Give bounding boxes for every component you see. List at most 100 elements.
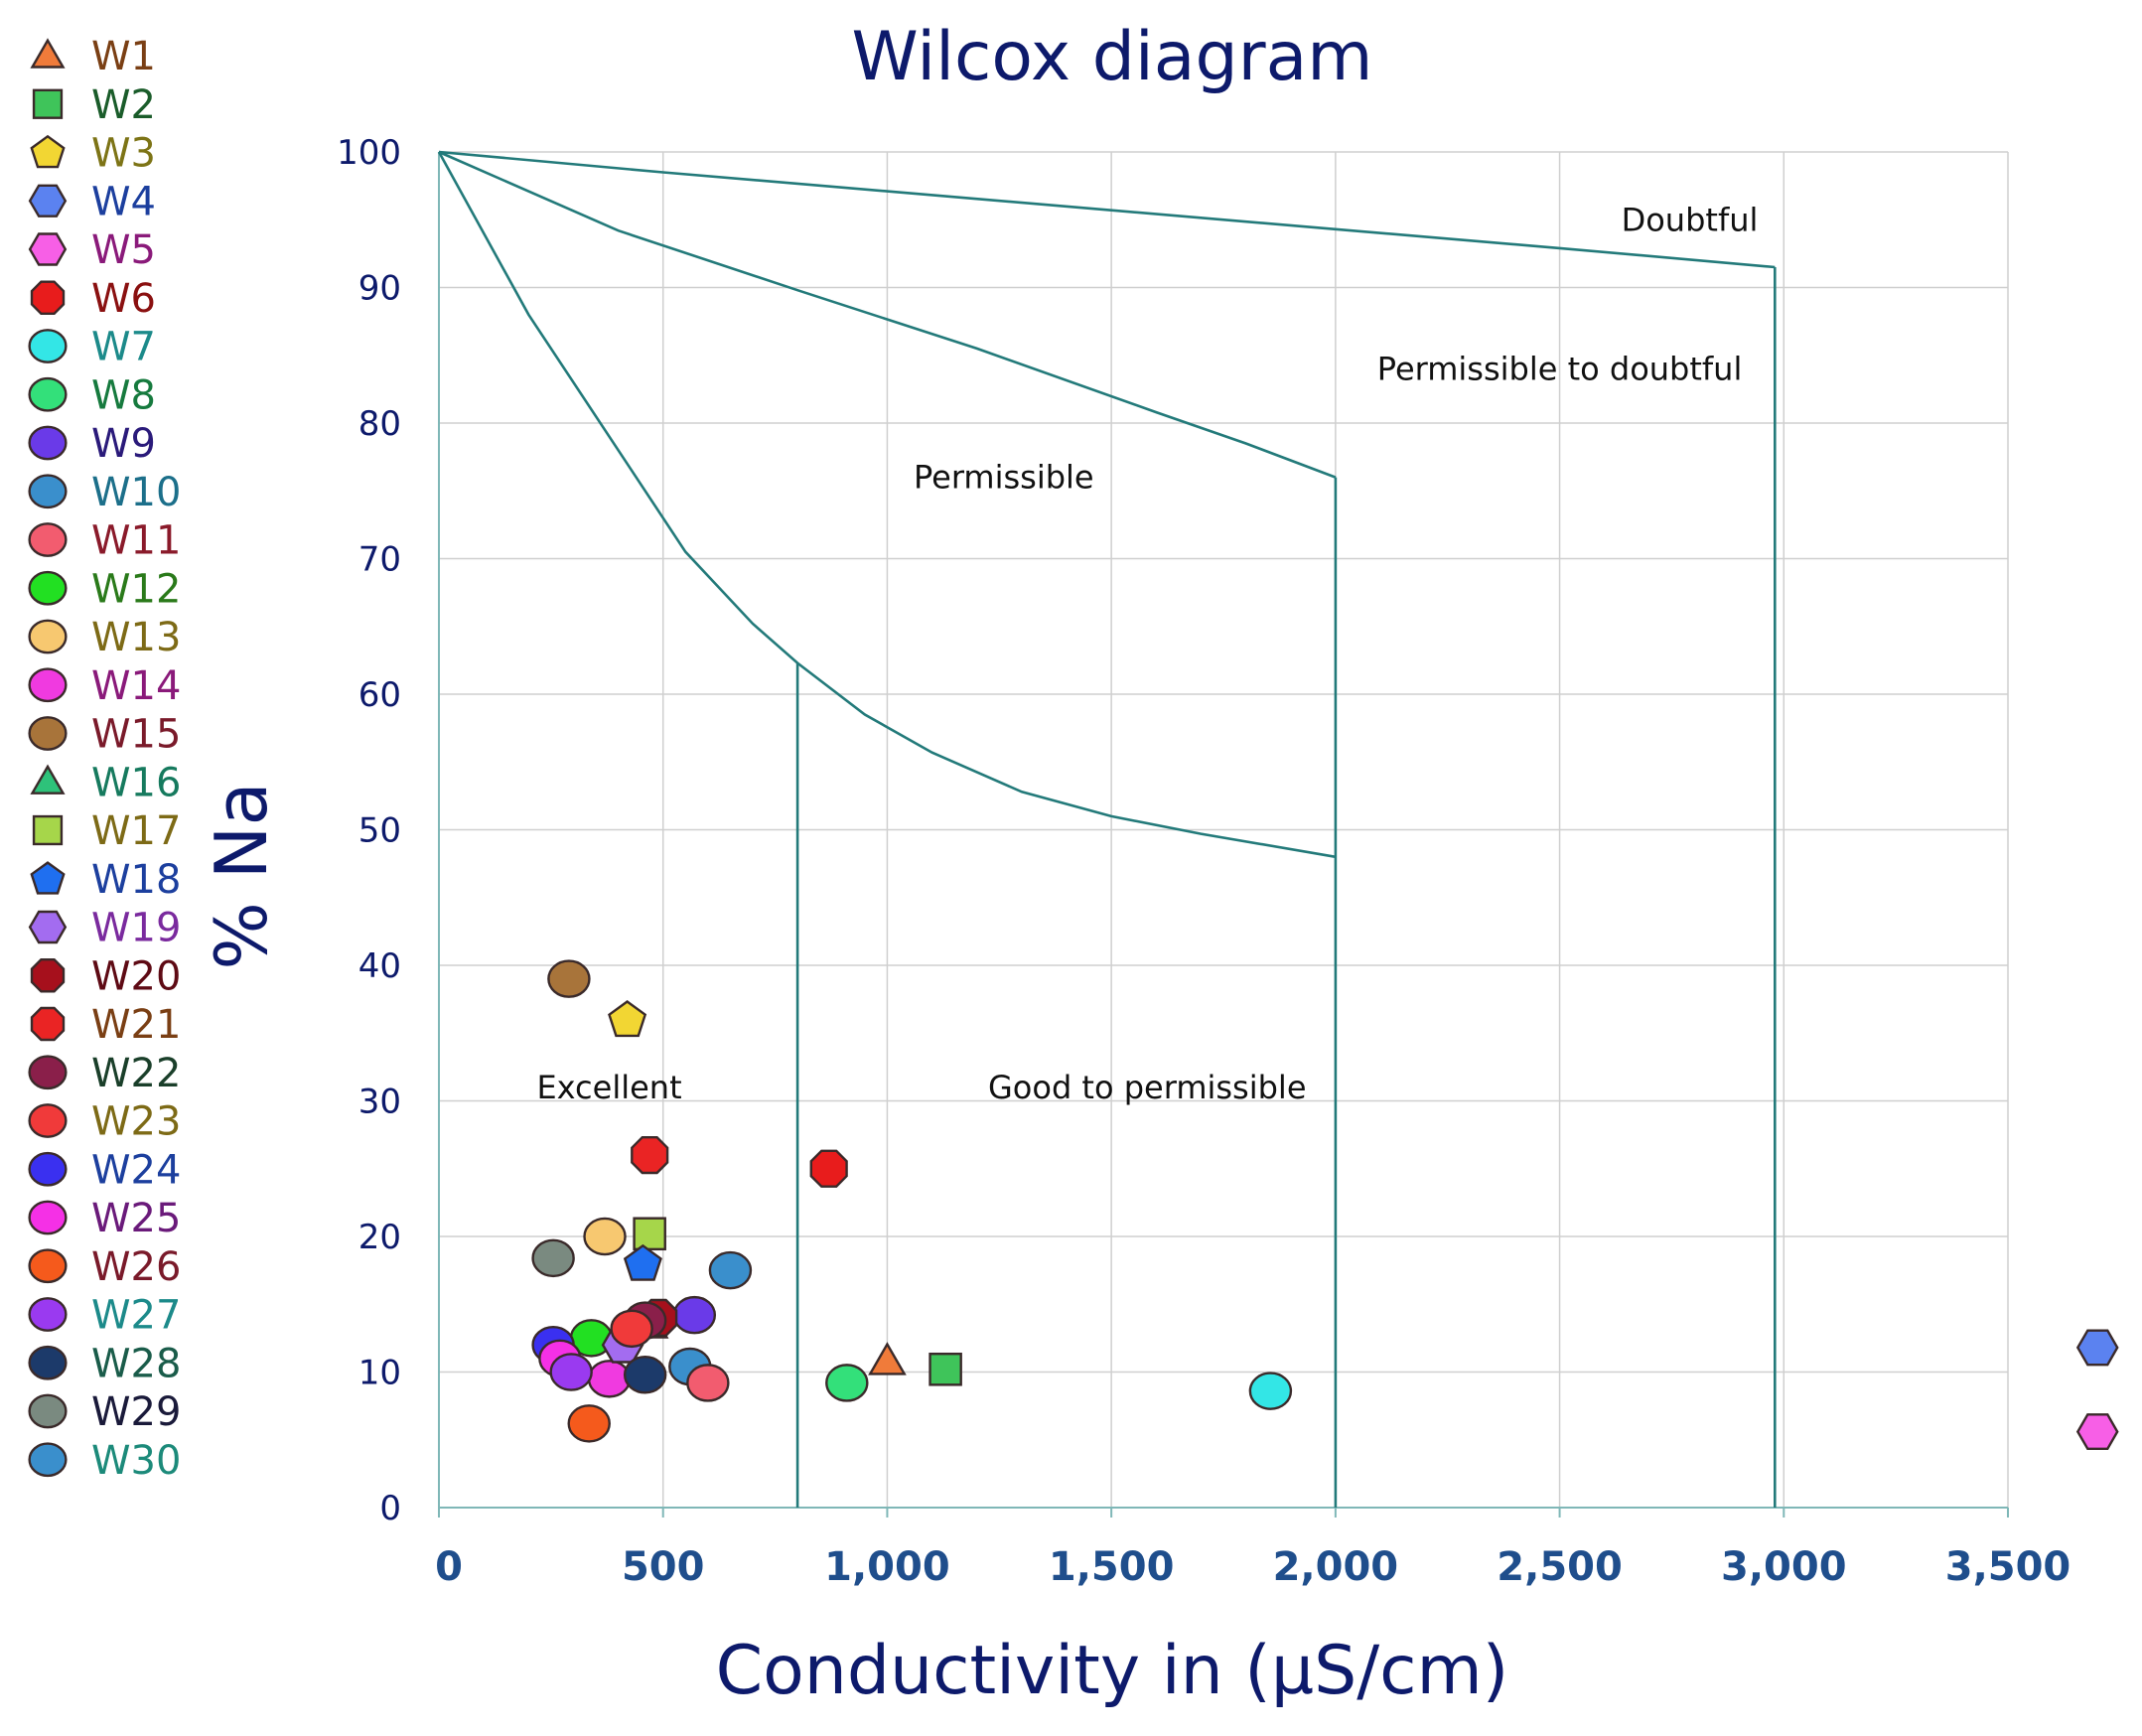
legend-marker-w23	[28, 1103, 68, 1138]
grid-layer	[438, 151, 2009, 1509]
legend-marker-w19	[28, 910, 68, 944]
excellent-curve	[437, 151, 1337, 859]
legend-label-w13: W13	[91, 615, 181, 660]
legend-marker-w29	[28, 1393, 68, 1429]
y-tick-label: 90	[358, 269, 401, 309]
legend-marker-w30	[28, 1442, 68, 1478]
legend-label-w20: W20	[91, 953, 181, 999]
x-tick-label: 1,500	[1049, 1544, 1175, 1590]
zone-layer: Excellent Good to permissible Permissible P…	[536, 201, 1758, 1106]
y-tick-label: 0	[379, 1489, 401, 1528]
data-point-w26	[567, 1404, 611, 1443]
legend-marker-w2	[32, 88, 64, 119]
x-tick-label: 0	[435, 1544, 463, 1590]
x-tick-label: 1,000	[824, 1544, 950, 1590]
data-point-w29	[531, 1238, 575, 1278]
legend-marker-w26	[28, 1248, 68, 1284]
y-tick-label: 20	[358, 1218, 401, 1257]
legend-label-w1: W1	[91, 34, 156, 79]
data-point-w8	[825, 1364, 869, 1402]
axes-layer: 0 500 1,000 1,500 2,000 2,500 3,000 3,500 0 10 20 3…	[337, 133, 2071, 1590]
legend-label-w3: W3	[91, 131, 156, 177]
data-point-w14	[587, 1360, 632, 1398]
legend-layer: W1W2W3W4W5W6W7W8W9W10W11W12W13W14W15W16W…	[28, 34, 181, 1484]
legend-label-w5: W5	[91, 227, 156, 273]
x-tick-label: 2,000	[1273, 1544, 1399, 1590]
zone-label: Excellent	[536, 1069, 681, 1106]
data-point-w15	[547, 959, 591, 998]
boundary-layer	[437, 150, 1777, 1508]
legend-marker-w25	[28, 1200, 68, 1235]
data-point-w23	[610, 1309, 653, 1349]
y-tick-label: 60	[358, 675, 401, 715]
data-point-w30	[708, 1250, 753, 1290]
legend-label-w9: W9	[91, 421, 156, 467]
data-point-w21	[631, 1135, 669, 1175]
chart-title: Wilcox diagram	[851, 18, 1372, 96]
zone-label: Doubtful	[1622, 201, 1759, 238]
y-tick-label: 10	[358, 1354, 401, 1393]
legend-marker-w24	[28, 1151, 68, 1187]
legend-marker-w5	[28, 232, 68, 266]
data-point-w5	[2075, 1413, 2119, 1451]
x-tick-label: 3,500	[1945, 1544, 2071, 1590]
legend-marker-w6	[30, 280, 66, 315]
legend-label-w28: W28	[91, 1341, 181, 1386]
legend-marker-w16	[30, 764, 66, 795]
zone-label: Good to permissible	[988, 1069, 1307, 1106]
x-tick-label: 500	[622, 1544, 705, 1590]
legend-label-w6: W6	[91, 276, 156, 322]
points-layer	[531, 959, 2119, 1451]
data-point-w27	[549, 1353, 593, 1391]
doubtful-line	[438, 150, 1776, 269]
legend-marker-w1	[30, 38, 66, 69]
data-point-w11	[686, 1364, 730, 1402]
y-tick-label: 50	[358, 811, 401, 851]
legend-label-w26: W26	[91, 1244, 181, 1290]
legend-label-w7: W7	[91, 325, 156, 370]
legend-label-w21: W21	[91, 1002, 181, 1048]
legend-label-w8: W8	[91, 372, 156, 418]
legend-marker-w13	[28, 619, 68, 654]
legend-marker-w9	[28, 425, 68, 461]
y-tick-label: 40	[358, 946, 401, 986]
legend-label-w19: W19	[91, 906, 181, 951]
data-point-w18	[623, 1243, 662, 1281]
y-axis-label: % Na	[200, 782, 283, 969]
legend-marker-w22	[28, 1055, 68, 1090]
legend-label-w14: W14	[91, 663, 181, 709]
legend-marker-w28	[28, 1345, 68, 1380]
y-tick-label: 100	[337, 133, 401, 173]
legend-label-w30: W30	[91, 1438, 181, 1484]
x-tick-label: 3,000	[1721, 1544, 1847, 1590]
legend-label-w25: W25	[91, 1196, 181, 1241]
data-point-w2	[928, 1352, 962, 1386]
legend-marker-w27	[28, 1297, 68, 1332]
legend-marker-w15	[28, 716, 68, 751]
legend-marker-w3	[30, 134, 66, 169]
legend-marker-w18	[30, 861, 66, 895]
legend-marker-w11	[28, 522, 68, 557]
legend-label-w2: W2	[91, 82, 156, 128]
legend-marker-w20	[30, 958, 66, 993]
data-point-w1	[868, 1342, 907, 1375]
legend-marker-w8	[28, 376, 68, 412]
legend-marker-w17	[32, 814, 64, 846]
legend-label-w4: W4	[91, 179, 156, 224]
y-tick-label: 30	[358, 1083, 401, 1122]
legend-marker-w4	[28, 184, 68, 217]
x-axis-label: Conductivity in (µS/cm)	[716, 1632, 1509, 1710]
legend-marker-w12	[28, 570, 68, 606]
legend-label-w10: W10	[91, 470, 181, 515]
legend-label-w17: W17	[91, 808, 181, 854]
data-point-w6	[809, 1149, 848, 1188]
legend-label-w11: W11	[91, 518, 181, 564]
y-tick-label: 70	[358, 540, 401, 580]
legend-marker-w21	[30, 1006, 66, 1042]
legend-label-w27: W27	[91, 1293, 181, 1339]
zone-label: Permissible to doubtful	[1377, 350, 1743, 387]
data-point-w13	[583, 1217, 627, 1256]
legend-label-w18: W18	[91, 857, 181, 903]
zone-label: Permissible	[914, 459, 1094, 497]
